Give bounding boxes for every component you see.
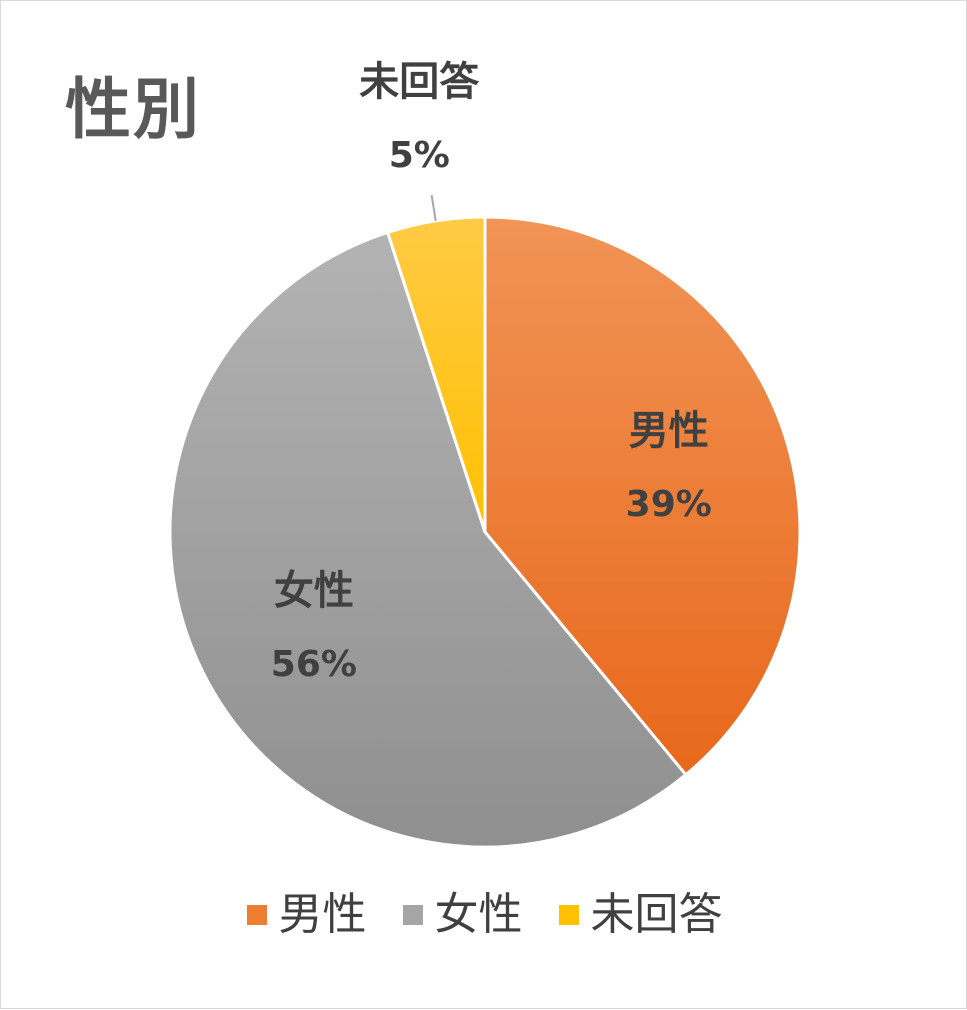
chart-title: 性別 — [65, 71, 201, 148]
legend-swatch-3 — [558, 905, 579, 925]
legend-swatch-2 — [402, 905, 423, 925]
legend-label-2: 女性 — [434, 889, 523, 940]
legend-item-2: 女性 — [402, 889, 523, 940]
slice-3-value-label: 5% — [389, 135, 450, 176]
slice-3 — [386, 215, 487, 534]
slice-2-category-label: 女性 — [274, 568, 354, 614]
slice-2-value-label: 56% — [271, 644, 357, 685]
slice-1-value-label: 39% — [626, 484, 712, 525]
legend-item-3: 未回答 — [558, 889, 723, 940]
legend-item-1: 男性 — [246, 889, 367, 940]
slice-2 — [168, 230, 688, 849]
slice-3-leader-line — [430, 195, 437, 222]
slice-1-category-label: 男性 — [629, 408, 709, 454]
legend-label-3: 未回答 — [590, 889, 723, 940]
legend-label-1: 男性 — [278, 889, 367, 940]
slice-3-category-label: 未回答 — [359, 59, 480, 105]
legend: 男性 女性 未回答 — [1, 893, 967, 937]
slice-1 — [483, 215, 802, 777]
legend-swatch-1 — [246, 905, 267, 925]
